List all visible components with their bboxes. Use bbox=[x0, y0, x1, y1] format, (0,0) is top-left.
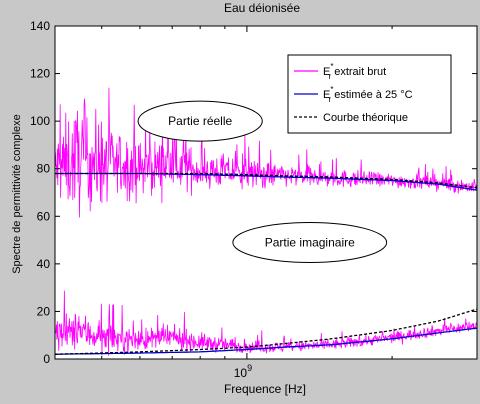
legend: E* r extrait brut E* r estimée à 25 °C Courb… bbox=[287, 54, 452, 134]
y-axis-label-group: Spectre de permittivité complexe bbox=[11, 114, 23, 274]
y-tick-label-7: 140 bbox=[30, 19, 50, 33]
chart-title: Eau déionisée bbox=[224, 1, 300, 15]
y-tick-label-6: 120 bbox=[30, 67, 50, 81]
annotation-layer: Partie réelle Partie imaginaire bbox=[137, 100, 388, 263]
y-tick-label-3: 60 bbox=[37, 209, 51, 223]
y-tick-label-1: 20 bbox=[37, 304, 51, 318]
y-tick-label-2: 40 bbox=[37, 257, 51, 271]
series-line-real-4 bbox=[55, 172, 477, 189]
series-line-imaginary-5 bbox=[55, 308, 477, 355]
y-tick-label-4: 80 bbox=[37, 162, 51, 176]
annotation-ellipse-1 bbox=[232, 221, 388, 263]
legend-label-2: Courbe théorique bbox=[323, 112, 408, 124]
annotation-ellipse-0 bbox=[137, 100, 263, 142]
y-tick-label-5: 100 bbox=[30, 114, 50, 128]
legend-label-1: E* r estimée à 25 °C bbox=[323, 85, 413, 104]
series-line-imaginary-3 bbox=[55, 327, 477, 355]
annotation-text-1: Partie imaginaire bbox=[265, 235, 355, 249]
series-layer bbox=[55, 87, 477, 356]
series-line-real-0 bbox=[55, 87, 477, 218]
y-tick-label-0: 0 bbox=[43, 352, 50, 366]
legend-label-0: E* r extrait brut bbox=[323, 62, 386, 81]
x-axis-label: Frequence [Hz] bbox=[224, 382, 306, 396]
annotation-text-0: Partie réelle bbox=[168, 114, 232, 128]
y-axis-label: Spectre de permittivité complexe bbox=[11, 114, 23, 274]
plot-frame bbox=[54, 25, 478, 360]
